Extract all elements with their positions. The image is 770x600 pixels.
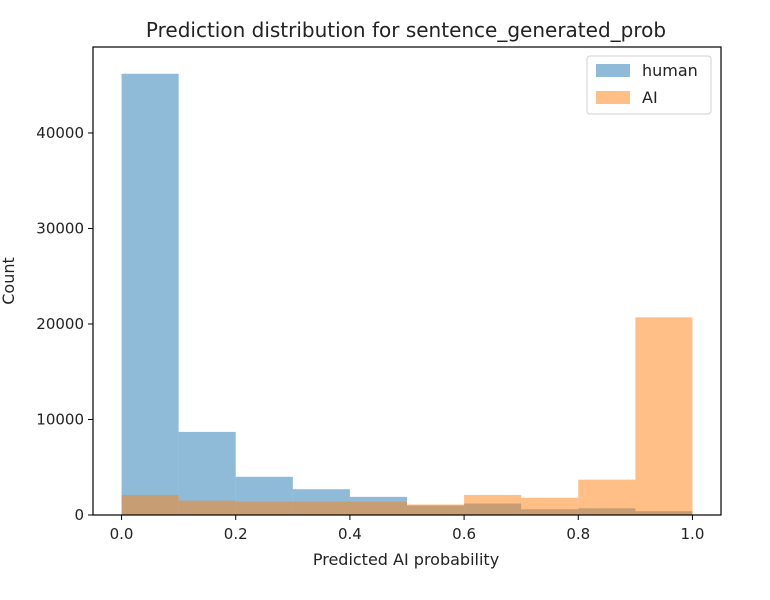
bar-ai-2: [235, 501, 293, 515]
x-axis-label: Predicted AI probability: [313, 550, 499, 569]
bar-ai-1: [178, 500, 236, 515]
x-tick-label: 0.6: [452, 525, 476, 543]
bar-ai-9: [635, 317, 693, 515]
bar-ai-8: [578, 479, 636, 515]
bars-layer: [121, 73, 693, 515]
bar-ai-0: [121, 494, 179, 515]
bar-ai-6: [464, 494, 522, 515]
x-tick-label: 0.4: [338, 525, 362, 543]
x-axis-ticks: 0.0 0.2 0.4 0.6 0.8 1.0: [110, 515, 705, 543]
bar-ai-5: [407, 504, 465, 515]
bar-ai-7: [521, 497, 579, 515]
legend-label-ai: AI: [642, 88, 658, 107]
x-tick-label: 0.8: [566, 525, 590, 543]
y-tick-label: 30000: [36, 219, 84, 237]
chart-title: Prediction distribution for sentence_gen…: [146, 18, 666, 42]
x-tick-label: 0.0: [110, 525, 134, 543]
y-axis-ticks: 0 10000 20000 30000 40000: [36, 124, 93, 524]
x-tick-label: 1.0: [681, 525, 705, 543]
y-tick-label: 20000: [36, 315, 84, 333]
plot-frame: [92, 46, 722, 516]
legend-swatch-human: [596, 64, 630, 77]
bar-ai-4: [349, 501, 407, 515]
legend: human AI: [586, 55, 712, 115]
legend-swatch-ai: [596, 91, 630, 104]
y-axis-label: Count: [0, 257, 18, 305]
y-tick-label: 10000: [36, 410, 84, 428]
bar-human-0: [121, 73, 179, 515]
y-tick-label: 40000: [36, 124, 84, 142]
y-tick-label: 0: [74, 506, 84, 524]
bar-ai-3: [292, 501, 350, 515]
x-tick-label: 0.2: [224, 525, 248, 543]
legend-label-human: human: [642, 61, 698, 80]
